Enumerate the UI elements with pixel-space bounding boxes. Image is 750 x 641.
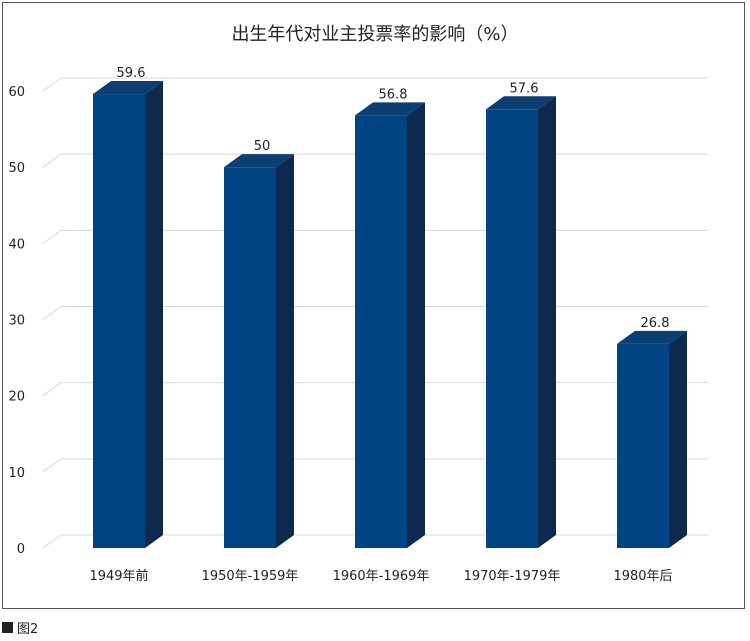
data-label: 26.8 [641,316,670,331]
data-label: 50 [254,139,271,154]
gridline [42,77,708,92]
x-tick-label: 1980年后 [613,569,672,584]
bar [355,102,425,548]
y-tick-label: 10 [8,466,25,481]
gridlines [42,77,708,549]
bar-side [145,81,163,549]
bar-top [617,330,687,344]
bar-side [407,102,425,548]
data-label: 56.8 [379,87,408,102]
bar [224,154,294,548]
y-axis-ticks: 0 10 20 30 40 50 60 [8,85,25,557]
bar-top [486,96,556,110]
bar-chart: 出生年代对业主投票率的影响（%） 0 10 20 30 40 50 60 59.6 50 56.… [8,24,708,584]
y-tick-label: 20 [8,390,25,405]
bar-top [355,102,425,116]
y-tick-label: 60 [8,85,25,100]
bar-front [355,115,407,548]
x-tick-label: 1970年-1979年 [464,569,561,584]
bar-front [224,167,276,548]
bar [93,81,163,549]
bar-front [486,109,538,548]
data-labels: 59.6 50 56.8 57.6 26.8 [117,66,670,331]
figure-caption: 图2 [2,618,39,637]
bar-top [224,154,294,168]
y-tick-label: 30 [8,314,25,329]
data-label: 57.6 [510,81,539,96]
bar [486,96,556,548]
caption-text: 图2 [17,621,39,637]
bar-side [276,154,294,548]
data-label: 59.6 [117,66,146,81]
bar-front [617,343,669,548]
y-tick-label: 0 [17,542,25,557]
caption-square-icon [2,621,13,633]
bars [93,81,687,549]
bar-side [538,96,556,548]
bar-front [93,94,145,549]
y-tick-label: 50 [8,161,25,176]
bar-top [93,81,163,95]
x-tick-label: 1960年-1969年 [333,569,430,584]
y-tick-label: 40 [8,237,25,252]
chart-frame: 出生年代对业主投票率的影响（%） 0 10 20 30 40 50 60 59.6 50 56.… [2,2,745,609]
x-axis-ticks: 1949年前 1950年-1959年 1960年-1969年 1970年-1979年 1… [89,568,672,584]
chart-title: 出生年代对业主投票率的影响（%） [231,24,518,45]
x-tick-label: 1949年前 [89,568,148,584]
x-tick-label: 1950年-1959年 [202,569,299,584]
bar-side [669,330,687,548]
bar [617,330,687,548]
